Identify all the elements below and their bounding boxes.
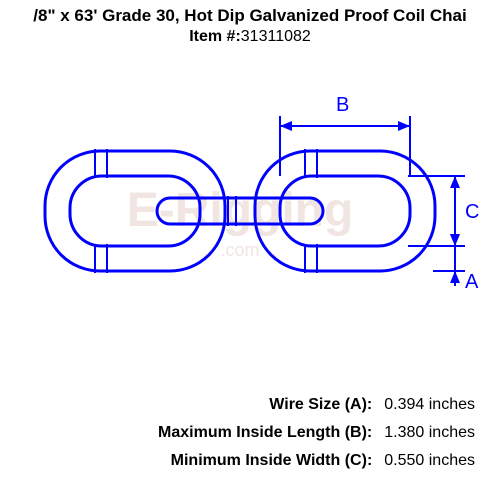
dim-b-arrow-left xyxy=(280,121,292,131)
chain-diagram: E-Rigging .com xyxy=(0,56,500,326)
dim-a-arrow-bottom xyxy=(450,271,460,283)
item-number-label: Item #: xyxy=(189,28,241,45)
watermark-text: E-Rigging xyxy=(127,184,354,237)
dim-label-a: A xyxy=(465,271,478,294)
spec-table: Wire Size (A): 0.394 inches Maximum Insi… xyxy=(158,396,475,470)
spec-value: 0.550 inches xyxy=(384,452,475,470)
spec-label: Maximum Inside Length (B): xyxy=(158,424,372,442)
dim-label-b: B xyxy=(336,94,349,117)
spec-value: 0.394 inches xyxy=(384,396,475,414)
spec-label: Wire Size (A): xyxy=(158,396,372,414)
item-number-value: 31311082 xyxy=(241,28,311,45)
dim-a-arrow-top xyxy=(450,234,460,246)
dim-c-arrow-top xyxy=(450,176,460,188)
dim-b-arrow-right xyxy=(398,121,410,131)
item-number-line: Item #:31311082 xyxy=(0,28,500,46)
spec-value: 1.380 inches xyxy=(384,424,475,442)
product-title: /8" x 63' Grade 30, Hot Dip Galvanized P… xyxy=(0,0,500,26)
watermark-sub: .com xyxy=(220,240,259,260)
dim-label-c: C xyxy=(465,201,479,224)
spec-label: Minimum Inside Width (C): xyxy=(158,452,372,470)
